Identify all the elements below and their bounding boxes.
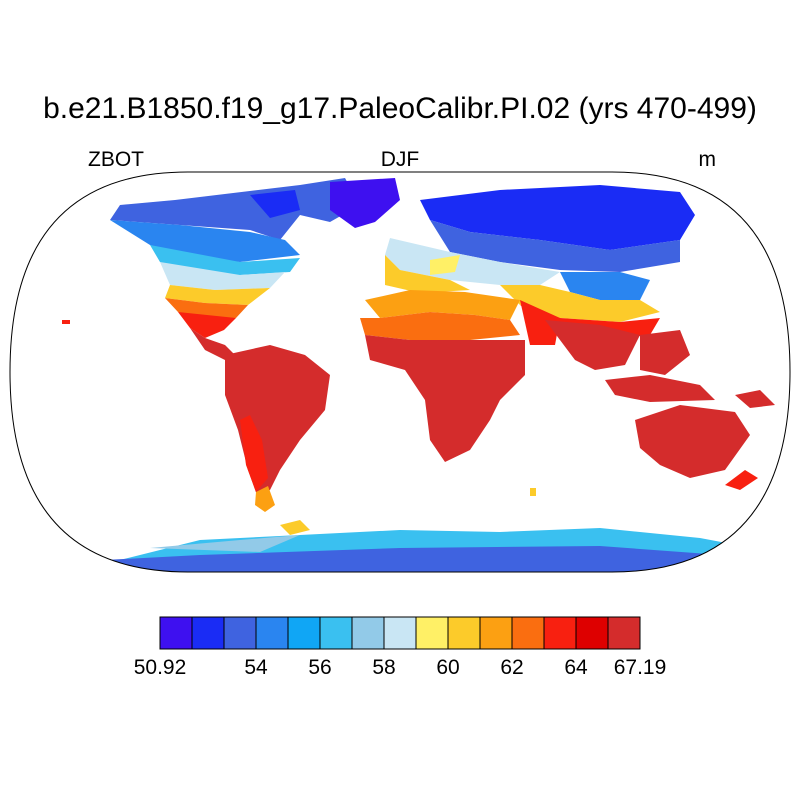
colorbar-swatch [223,616,257,650]
variable-label: ZBOT [88,148,144,171]
colorbar-swatch [607,616,641,650]
colorbar-tick-label: 64 [564,656,588,679]
units-label: m [698,148,717,171]
colorbar-swatch [415,616,449,650]
africa-landmass [360,290,560,462]
eurasia-landmass [385,185,695,340]
south-america-landmass [225,345,330,512]
north-america-landmass [110,178,360,360]
colorbar-swatch [159,616,193,650]
island-marker [62,320,70,324]
colorbar-swatch [447,616,481,650]
colorbar-swatch [255,616,289,650]
greenland-landmass [330,178,400,228]
colorbar-swatch [511,616,545,650]
colorbar-swatch [319,616,353,650]
colorbar-tick-label: 67.19 [613,656,667,679]
map-border [9,171,791,573]
colorbar-tick-label: 60 [436,656,460,679]
colorbar-swatch [575,616,609,650]
oceania-landmass [635,390,775,490]
island-marker [530,488,536,496]
colorbar-tick-label: 62 [500,656,524,679]
colorbar-tick-label: 56 [308,656,332,679]
colorbar-swatch [543,616,577,650]
colorbar-tick-label: 50.92 [133,656,187,679]
south-asia-landmass [545,320,715,402]
colorbar-tick-label: 54 [244,656,268,679]
colorbar-swatch [479,616,513,650]
antarctica-landmass [10,520,790,572]
colorbar-swatch [287,616,321,650]
colorbar-swatch [351,616,385,650]
season-label: DJF [380,148,420,171]
colorbar-swatch [191,616,225,650]
colorbar [159,616,641,650]
colorbar-tick-label: 58 [372,656,396,679]
plot-title: b.e21.B1850.f19_g17.PaleoCalibr.PI.02 (y… [43,92,757,125]
colorbar-swatch [383,616,417,650]
